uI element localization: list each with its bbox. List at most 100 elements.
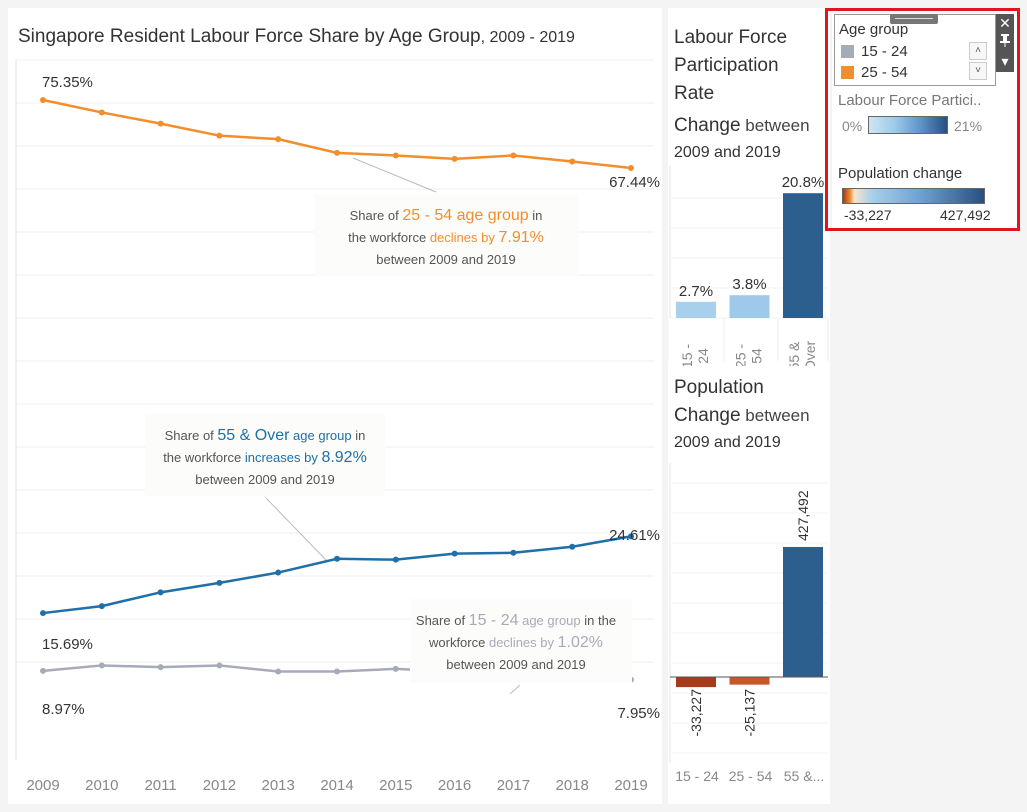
data-point: [98, 603, 105, 610]
annotation-run: between 2009 and 2019: [195, 472, 335, 487]
annotation-run: in: [529, 208, 543, 223]
lfp-legend-min: 0%: [842, 118, 863, 134]
data-point: [392, 665, 399, 672]
data-point: [569, 158, 576, 165]
annotation-run: workforce: [428, 635, 489, 650]
chart-title-subtitle: , 2009 - 2019: [480, 29, 575, 46]
label-15-24-first: 8.97%: [42, 701, 85, 718]
annotation-line: between 2009 and 2019: [195, 472, 335, 487]
annotation-leader-25-54: [352, 157, 437, 193]
lfp-subtitle-rest: between: [740, 116, 810, 135]
x-tick-label: 2015: [379, 777, 412, 794]
pop-bar: [676, 677, 716, 688]
pop-bar-label: -33,227: [688, 689, 704, 737]
pop-bar: [729, 677, 770, 685]
lfp-bar: [729, 295, 770, 318]
annotation-run: declines by: [489, 635, 558, 650]
data-point: [157, 120, 164, 127]
data-point: [98, 662, 105, 669]
lfp-category-line1: 25 -: [733, 344, 749, 366]
data-point: [451, 155, 458, 162]
lfp-category-line2: Over: [802, 340, 818, 366]
annotation-box-a55: [145, 414, 385, 496]
data-point: [510, 549, 517, 556]
data-point: [275, 136, 282, 143]
data-point: [40, 667, 46, 674]
data-point: [216, 662, 223, 669]
annotation-line: Share of 55 & Over age group in: [165, 427, 366, 444]
legend-toolbar: ✕ ▾: [996, 14, 1014, 72]
annotation-run: between 2009 and 2019: [376, 252, 516, 267]
series-line-0: [42, 98, 632, 170]
data-point: [98, 109, 105, 116]
data-point: [157, 589, 164, 596]
data-point: [216, 579, 223, 586]
annotation-run: the workforce: [163, 450, 245, 465]
pop-color-ramp: [842, 188, 985, 204]
lfp-category-label: 25 -54: [733, 344, 765, 366]
legend-item-15-24[interactable]: 15 - 24: [841, 43, 908, 60]
pop-category-label: 15 - 24: [675, 768, 719, 784]
menu-dropdown-icon[interactable]: ▾: [1001, 53, 1009, 69]
lfp-subtitle-line2: 2009 and 2019: [674, 144, 781, 161]
data-point: [451, 550, 458, 557]
x-tick-label: 2010: [85, 777, 118, 794]
annotation-line: between 2009 and 2019: [446, 657, 586, 672]
annotation-box-a25: [314, 194, 578, 276]
lfp-bar-label: 2.7%: [679, 283, 713, 300]
scroll-down-icon[interactable]: ˅: [969, 62, 987, 80]
pop-chart-title: Population Change between 2009 and 2019: [674, 374, 810, 456]
lfp-bar-chart[interactable]: 2.7% 15 -24 3.8% 25 -54 20.8% 55 & Over: [668, 166, 830, 366]
annotation-run: declines by: [430, 230, 499, 245]
pop-legend-title: Population change: [838, 165, 963, 182]
pop-category-label: 25 - 54: [729, 768, 773, 784]
pin-icon-glyph: [1000, 34, 1010, 47]
x-tick-label: 2014: [320, 777, 353, 794]
line-chart[interactable]: 2009 2010 2011 2012 2013 2014 2015 2016 2017 2018…: [8, 8, 662, 804]
legend-item-25-54[interactable]: 25 - 54: [841, 64, 908, 81]
pop-bar: [783, 547, 823, 677]
label-25-54-last: 67.44%: [609, 174, 660, 191]
legend-label-25-54: 25 - 54: [861, 64, 908, 81]
annotation-line: Share of 15 - 24 age group in the: [416, 612, 616, 629]
label-15-24-last: 7.95%: [617, 705, 660, 722]
x-tick-label: 2009: [26, 777, 59, 794]
lfp-bar: [783, 193, 823, 318]
close-icon[interactable]: ✕: [999, 15, 1011, 31]
lfp-title-line2: Participation: [674, 55, 779, 76]
chart-title: Singapore Resident Labour Force Share by…: [18, 26, 575, 48]
annotation-run: Share of: [165, 428, 218, 443]
annotation-run: 55 & Over: [217, 427, 290, 444]
line-chart-panel: Singapore Resident Labour Force Share by…: [8, 8, 662, 804]
pin-icon[interactable]: [996, 33, 1014, 52]
data-point: [334, 149, 340, 156]
pop-subtitle-line2: 2009 and 2019: [674, 434, 781, 451]
population-bar-chart[interactable]: -33,227 15 - 24 -25,137 25 - 54 427,492 55 &.…: [668, 463, 830, 793]
lfp-subtitle-bold: Change: [674, 115, 741, 136]
pop-subtitle-bold: Change: [674, 405, 741, 426]
scroll-up-icon[interactable]: ˄: [969, 42, 987, 60]
annotation-line: between 2009 and 2019: [376, 252, 516, 267]
lfp-color-ramp: [868, 116, 948, 134]
x-tick-label: 2016: [438, 777, 471, 794]
drag-handle[interactable]: [890, 14, 938, 24]
lfp-title-line1: Labour Force: [674, 27, 788, 48]
lfp-chart-subtitle: Change between 2009 and 2019: [674, 112, 810, 166]
data-point: [40, 96, 46, 103]
lfp-bar: [676, 301, 716, 318]
annotation-run: 1.02%: [558, 634, 603, 651]
age-group-legend[interactable]: Age group 15 - 24 25 - 54 ˄ ˅: [834, 14, 996, 86]
pop-title-line1: Population: [674, 377, 764, 398]
data-point: [216, 132, 223, 139]
annotation-box-a15: [410, 599, 632, 683]
lfp-category-label: 55 & Over: [786, 340, 818, 366]
lfp-category-line1: 55 &: [786, 341, 802, 366]
x-tick-label: 2017: [497, 777, 530, 794]
x-tick-label: 2013: [262, 777, 295, 794]
annotation-run: in: [352, 428, 366, 443]
x-tick-label: 2011: [144, 777, 176, 794]
pop-legend-min: -33,227: [844, 207, 892, 223]
data-point: [569, 543, 576, 550]
data-point: [392, 556, 399, 563]
x-tick-label: 2012: [203, 777, 236, 794]
